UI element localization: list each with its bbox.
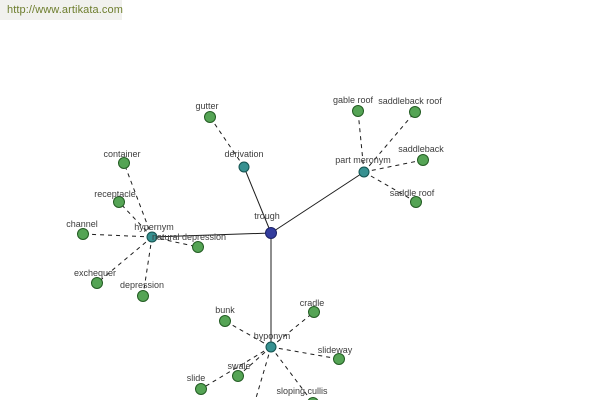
graph-node-trough[interactable] <box>265 227 277 239</box>
graph-node-label-gable-roof: gable roof <box>333 95 374 105</box>
graph-node-part-meronym[interactable] <box>358 166 370 178</box>
graph-node-label-gutter: gutter <box>195 101 218 111</box>
graph-node-hypernym[interactable] <box>146 231 158 243</box>
graph-node-label-depression: depression <box>120 280 164 290</box>
graph-edge-hyponym-slide <box>200 346 272 390</box>
graph-edge-hypernym-exchequer <box>96 236 153 284</box>
graph-node-label-exchequer: exchequer <box>74 268 116 278</box>
graph-edge-part-meronym-saddle-roof <box>363 171 417 203</box>
graph-edge-hyponym-sloping-cullis <box>270 346 312 400</box>
graph-node-label-saddle-roof: saddle roof <box>390 188 435 198</box>
address-bar: http://www.artikata.com <box>0 0 124 20</box>
graph-edge-hyponym-cradle <box>270 311 315 348</box>
graph-node-label-swale: swale <box>227 361 250 371</box>
graph-node-label-slideway: slideway <box>318 345 353 355</box>
graph-edge-trough-part-meronym <box>270 171 365 234</box>
graph-node-label-bunk: bunk <box>215 305 235 315</box>
graph-node-label-receptacle: receptacle <box>94 189 136 199</box>
graph-node-cradle[interactable] <box>308 306 320 318</box>
graph-edge-trough-derivation <box>243 166 272 234</box>
graph-node-receptacle[interactable] <box>113 196 125 208</box>
graph-node-label-saddleback-roof: saddleback roof <box>378 96 442 106</box>
graph-node-label-part-meronym: part meronym <box>335 155 391 165</box>
graph-node-slideway[interactable] <box>333 353 345 365</box>
graph-node-label-saddleback: saddleback <box>398 144 444 154</box>
graph-node-natural-depression[interactable] <box>192 241 204 253</box>
graph-node-depression[interactable] <box>137 290 149 302</box>
graph-node-label-container: container <box>103 149 140 159</box>
graph-node-sloping-cullis[interactable] <box>307 397 319 400</box>
graph-node-hyponym[interactable] <box>265 341 277 353</box>
graph-edge-derivation-gutter <box>209 116 245 168</box>
graph-node-saddleback-roof[interactable] <box>409 106 421 118</box>
graph-node-container[interactable] <box>118 157 130 169</box>
graph-edge-trough-hypernym <box>151 232 272 238</box>
graph-node-saddle-roof[interactable] <box>410 196 422 208</box>
graph-node-label-sloping-cullis: sloping cullis <box>276 386 328 396</box>
graph-node-slide[interactable] <box>195 383 207 395</box>
graph-node-gable-roof[interactable] <box>352 105 364 117</box>
graph-edge-part-meronym-saddleback-roof <box>363 111 416 173</box>
graph-edge-part-meronym-gable-roof <box>357 110 365 173</box>
graph-node-label-hypernym: hypernym <box>134 222 174 232</box>
graph-edge-hypernym-receptacle <box>118 201 153 238</box>
graph-node-derivation[interactable] <box>238 161 250 173</box>
graph-node-saddleback[interactable] <box>417 154 429 166</box>
graph-node-label-trough: trough <box>254 211 280 221</box>
graph-edge-hypernym-depression <box>142 236 153 297</box>
graph-node-label-hyponym: hyponym <box>254 331 291 341</box>
graph-node-label-natural-depression: natural depression <box>152 232 226 242</box>
graph-node-gutter[interactable] <box>204 111 216 123</box>
url-link[interactable]: http://www.artikata.com <box>7 4 124 16</box>
graph-node-label-derivation: derivation <box>224 149 263 159</box>
graph-edge-part-meronym-saddleback <box>363 159 424 173</box>
graph-node-label-cradle: cradle <box>300 298 325 308</box>
graph-edge-hypernym-container <box>123 162 153 238</box>
graph-node-label-slide: slide <box>187 373 206 383</box>
graph-edge-hyponym-bunk <box>224 320 272 348</box>
graph-node-exchequer[interactable] <box>91 277 103 289</box>
graph-node-bunk[interactable] <box>219 315 231 327</box>
graph-edge-hypernym-channel <box>82 233 153 238</box>
graph-node-label-channel: channel <box>66 219 98 229</box>
graph-node-channel[interactable] <box>77 228 89 240</box>
graph-edge-hyponym-offscreen-a <box>254 346 272 400</box>
graph-node-swale[interactable] <box>232 370 244 382</box>
graph-edge-hyponym-slideway <box>270 346 340 360</box>
